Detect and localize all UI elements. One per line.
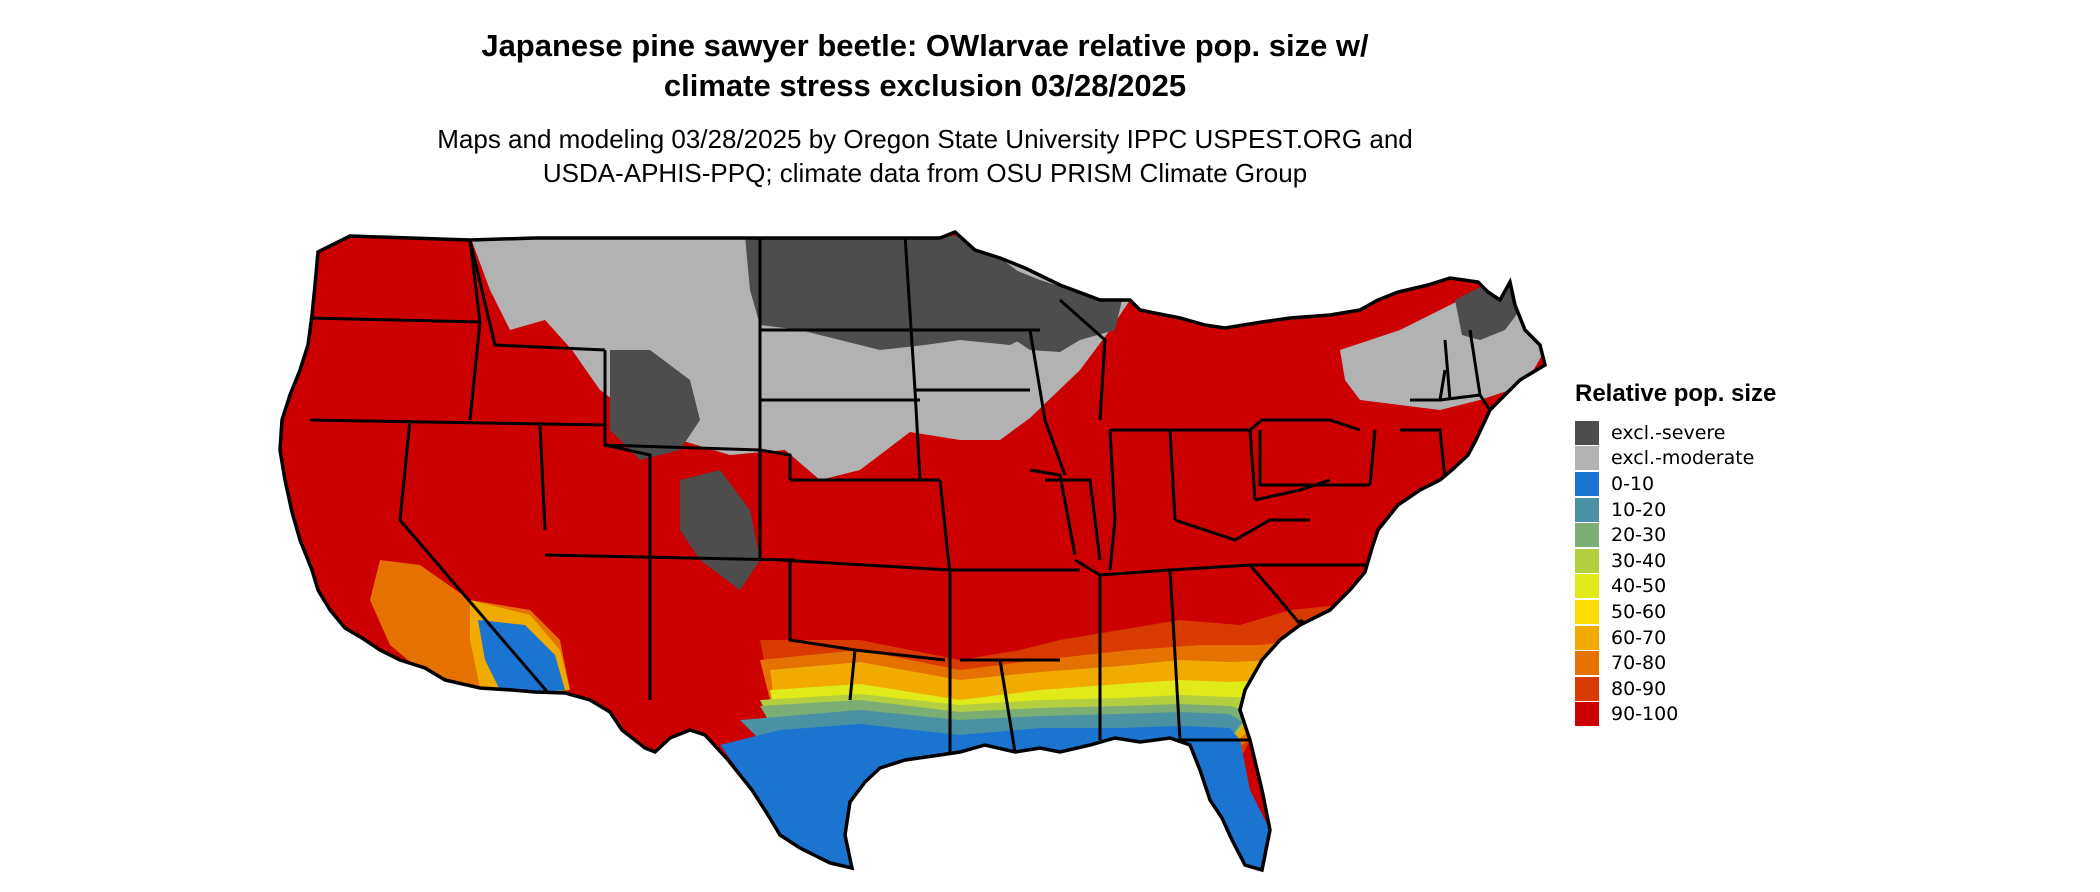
us-map [278,230,1547,872]
legend-label: 50-60 [1611,600,1667,623]
map-title: Japanese pine sawyer beetle: OWlarvae re… [0,26,1850,106]
legend-swatch [1575,446,1599,471]
legend-item: 90-100 [1575,702,1776,728]
legend-label: 70-80 [1611,652,1667,675]
map-subtitle-line-1: Maps and modeling 03/28/2025 by Oregon S… [437,124,1413,154]
legend-swatch [1575,523,1599,548]
legend-swatch [1575,599,1599,624]
legend-item: excl.-severe [1575,420,1776,446]
map-subtitle-line-2: USDA-APHIS-PPQ; climate data from OSU PR… [542,158,1308,188]
state-boundaries [309,234,1492,760]
northern-rockies-severe-exclusion [745,236,1060,350]
map-heat-regions [280,232,1545,870]
legend-swatch [1575,548,1599,573]
legend-swatch [1575,676,1599,701]
legend-swatch [1575,625,1599,650]
map-title-line-1: Japanese pine sawyer beetle: OWlarvae re… [481,28,1369,63]
legend-item: 60-70 [1575,625,1776,651]
wyoming-severe-exclusion [610,350,700,460]
legend-item: 0-10 [1575,471,1776,497]
legend-label: 10-20 [1611,498,1667,521]
legend-swatch [1575,471,1599,496]
legend-item: 50-60 [1575,599,1776,625]
legend-label: 90-100 [1611,703,1679,726]
legend-label: 0-10 [1611,472,1655,495]
legend-item: 70-80 [1575,650,1776,676]
legend-item: 80-90 [1575,676,1776,702]
legend-swatch [1575,651,1599,676]
legend-item: 30-40 [1575,548,1776,574]
legend-label: 20-30 [1611,524,1667,547]
legend-item: excl.-moderate [1575,446,1776,472]
legend-swatch [1575,574,1599,599]
legend-item: 10-20 [1575,497,1776,523]
legend-label: 80-90 [1611,677,1667,700]
legend-items: excl.-severe excl.-moderate 0-10 10-20 20-30… [1575,420,1776,727]
legend-item: 40-50 [1575,574,1776,600]
map-subtitle: Maps and modeling 03/28/2025 by Oregon S… [0,122,1850,190]
legend-label: 30-40 [1611,549,1667,572]
legend-item: 20-30 [1575,522,1776,548]
legend-swatch [1575,702,1599,727]
map-title-line-2: climate stress exclusion 03/28/2025 [663,68,1187,103]
legend-swatch [1575,497,1599,522]
legend-label: 60-70 [1611,626,1667,649]
legend-swatch [1575,420,1599,445]
legend-label: excl.-moderate [1611,447,1755,470]
legend-label: 40-50 [1611,575,1667,598]
legend-label: excl.-severe [1611,421,1726,444]
legend-title: Relative pop. size [1575,380,1777,407]
legend: Relative pop. size excl.-severe excl.-mod… [1575,380,1776,727]
